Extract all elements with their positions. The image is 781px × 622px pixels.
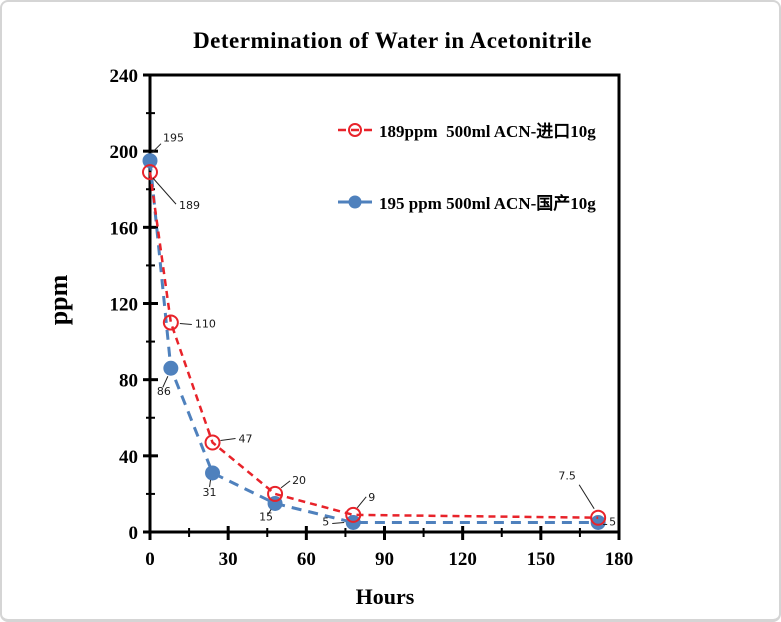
- legend: 189ppm 500ml ACN-进口10g 195 ppm 500ml ACN…: [338, 117, 596, 214]
- point-label-leader: [578, 484, 595, 509]
- x-tick-label: 150: [527, 549, 556, 570]
- point-label: 86: [157, 385, 171, 398]
- point-label-leader: [179, 323, 192, 326]
- legend-item-imported: 189ppm 500ml ACN-进口10g: [338, 117, 596, 142]
- x-axis-label: Hours: [355, 584, 415, 609]
- series-line-1: [148, 160, 599, 524]
- legend-label-domestic: 195 ppm 500ml ACN-国产10g: [379, 194, 596, 213]
- point-label-leader: [267, 509, 272, 515]
- point-label: 31: [203, 486, 217, 499]
- point-label: 20: [292, 474, 306, 487]
- point-label-leader: [280, 480, 291, 489]
- y-tick-label: 120: [110, 295, 139, 316]
- y-tick-label: 0: [129, 523, 139, 544]
- marker-filled-circle: [163, 360, 179, 376]
- point-label: 5: [609, 515, 616, 528]
- point-label: 5: [322, 515, 329, 528]
- chart-title: Determination of Water in Acetonitrile: [193, 28, 592, 53]
- point-label: 7.5: [558, 470, 576, 483]
- point-label: 47: [239, 433, 253, 446]
- x-tick-label: 0: [145, 549, 155, 570]
- x-tick-label: 90: [375, 549, 394, 570]
- legend-marker-open-circle-icon: [338, 122, 372, 137]
- marker-open-circle: [590, 509, 607, 526]
- point-label: 189: [179, 199, 200, 212]
- point-label: 110: [195, 318, 216, 331]
- legend-label-imported: 189ppm 500ml ACN-进口10g: [379, 122, 596, 141]
- series-line-0: [148, 171, 599, 519]
- point-label-leader: [332, 521, 345, 524]
- x-tick-label: 180: [605, 549, 634, 570]
- point-label-leader: [152, 177, 177, 205]
- marker-filled-circle: [205, 465, 221, 481]
- point-label-leader: [209, 479, 212, 488]
- point-label-leader: [356, 496, 367, 509]
- marker-open-circle: [142, 164, 158, 181]
- y-tick-label: 40: [119, 447, 138, 468]
- x-tick-label: 120: [448, 549, 477, 570]
- legend-item-domestic: 195 ppm 500ml ACN-国产10g: [338, 189, 596, 214]
- marker-open-circle: [267, 485, 284, 502]
- y-tick-label: 240: [110, 66, 139, 87]
- point-label-leader: [162, 376, 169, 388]
- point-label: 9: [368, 491, 375, 504]
- x-tick-label: 30: [219, 549, 238, 570]
- marker-open-circle: [204, 434, 221, 451]
- x-tick-label: 60: [297, 549, 316, 570]
- marker-filled-circle: [590, 514, 606, 530]
- marker-open-circle: [162, 314, 179, 331]
- y-axis-label: ppm: [44, 274, 73, 326]
- legend-marker-filled-circle-icon: [338, 195, 372, 208]
- y-tick-label: 80: [119, 371, 138, 392]
- y-tick-label: 200: [110, 142, 139, 163]
- y-tick-label: 160: [110, 218, 139, 239]
- point-label: 195: [163, 132, 184, 145]
- point-label-leader: [151, 143, 162, 154]
- marker-open-circle: [345, 506, 362, 523]
- marker-filled-circle: [142, 153, 158, 169]
- point-label: 15: [259, 510, 273, 523]
- point-label-leader: [220, 438, 236, 441]
